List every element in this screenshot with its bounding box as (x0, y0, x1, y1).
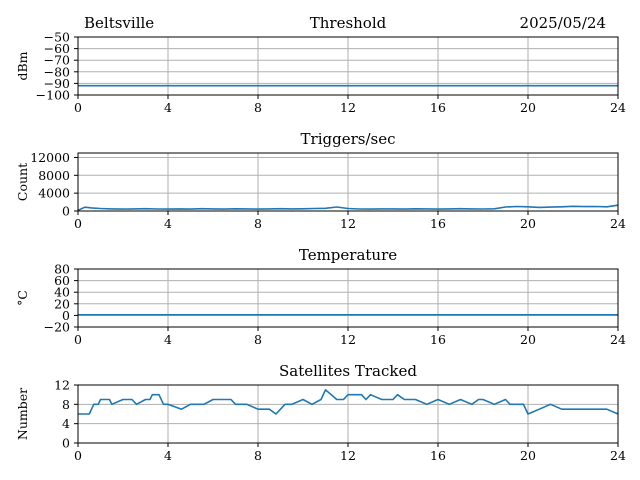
temperature-ytick-label-4: 60 (54, 273, 70, 288)
temperature-xtick-label-1: 4 (164, 332, 172, 347)
satellites-title: Satellites Tracked (279, 362, 417, 380)
satellites-series-line-0 (78, 389, 619, 415)
satellites-panel: 0 4 8 12 16 20 24 0 4 8 12 Satellites Tracked Number (15, 362, 626, 463)
temperature-xtick-label-2: 8 (254, 332, 262, 347)
triggers-xtick-label-6: 24 (610, 216, 626, 231)
threshold-panel: 0 4 8 12 16 20 24 −100−90−80−70−60−50 Threshold d… (15, 14, 626, 115)
triggers-title: Triggers/sec (301, 130, 396, 148)
threshold-xtick-label-3: 12 (340, 100, 356, 115)
temperature-xtick-label-0: 0 (74, 332, 82, 347)
satellites-xtick-label-6: 24 (610, 448, 626, 463)
temperature-xtick-label-4: 16 (430, 332, 446, 347)
threshold-ytick-label-2: −80 (44, 64, 70, 79)
temperature-ytick-label-5: 80 (54, 262, 70, 277)
threshold-ytick-label-0: −100 (36, 88, 70, 103)
temperature-title: Temperature (299, 246, 397, 264)
satellites-ytick-label-2: 8 (62, 397, 70, 412)
threshold-ytick-label-5: −50 (44, 30, 70, 45)
threshold-xtick-label-6: 24 (610, 100, 626, 115)
threshold-ylabel: dBm (15, 51, 30, 80)
triggers-ytick-label-2: 8000 (38, 168, 70, 183)
triggers-xtick-label-2: 8 (254, 216, 262, 231)
threshold-xtick-label-0: 0 (74, 100, 82, 115)
threshold-xtick-label-1: 4 (164, 100, 172, 115)
location-label: Beltsville (84, 14, 154, 32)
threshold-xtick-label-4: 16 (430, 100, 446, 115)
threshold-ytick-label-3: −70 (44, 53, 70, 68)
temperature-xtick-label-5: 20 (520, 332, 536, 347)
satellites-ytick-label-0: 0 (62, 436, 70, 451)
chart-panels: 0 4 8 12 16 20 24 −100−90−80−70−60−50 Threshold d… (15, 14, 626, 463)
temperature-ytick-label-1: 0 (62, 308, 70, 323)
satellites-xtick-label-3: 12 (340, 448, 356, 463)
triggers-series-line-0 (77, 204, 619, 212)
temperature-ytick-label-2: 20 (54, 296, 70, 311)
temperature-ylabel: °C (15, 290, 30, 306)
satellites-xtick-label-5: 20 (520, 448, 536, 463)
satellites-xtick-label-0: 0 (74, 448, 82, 463)
threshold-xtick-label-2: 8 (254, 100, 262, 115)
triggers-ylabel: Count (15, 163, 30, 201)
temperature-xtick-label-6: 24 (610, 332, 626, 347)
triggers-ytick-label-1: 4000 (38, 186, 70, 201)
satellites-ytick-label-1: 4 (62, 416, 70, 431)
temperature-ytick-label-0: −20 (44, 320, 70, 335)
satellites-xtick-label-1: 4 (164, 448, 172, 463)
triggers-ytick-label-0: 0 (62, 204, 70, 219)
triggers-ytick-label-3: 12000 (30, 150, 70, 165)
triggers-panel: 0 4 8 12 16 20 24 0 4000 8000 12000 Triggers/sec Cou… (15, 130, 626, 231)
triggers-xtick-label-5: 20 (520, 216, 536, 231)
triggers-xtick-label-4: 16 (430, 216, 446, 231)
triggers-xtick-label-1: 4 (164, 216, 172, 231)
threshold-title: Threshold (310, 14, 387, 32)
triggers-xtick-label-3: 12 (340, 216, 356, 231)
threshold-ytick-label-1: −90 (44, 76, 70, 91)
temperature-xtick-label-3: 12 (340, 332, 356, 347)
date-label: 2025/05/24 (520, 14, 606, 32)
temperature-ytick-label-3: 40 (54, 285, 70, 300)
satellites-xtick-label-2: 8 (254, 448, 262, 463)
threshold-ytick-label-4: −60 (44, 41, 70, 56)
threshold-xtick-label-5: 20 (520, 100, 536, 115)
satellites-ytick-label-3: 12 (54, 378, 70, 393)
satellites-ylabel: Number (15, 388, 30, 440)
triggers-xtick-label-0: 0 (74, 216, 82, 231)
satellites-xtick-label-4: 16 (430, 448, 446, 463)
